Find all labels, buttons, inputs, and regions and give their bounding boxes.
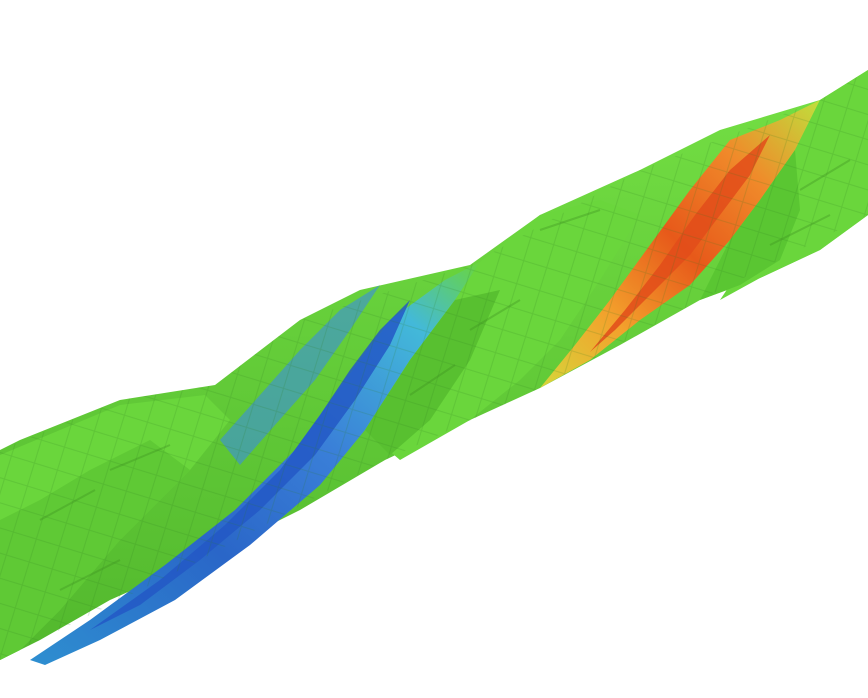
facet-lines (39, 159, 851, 591)
mesh-icon (0, 70, 868, 660)
